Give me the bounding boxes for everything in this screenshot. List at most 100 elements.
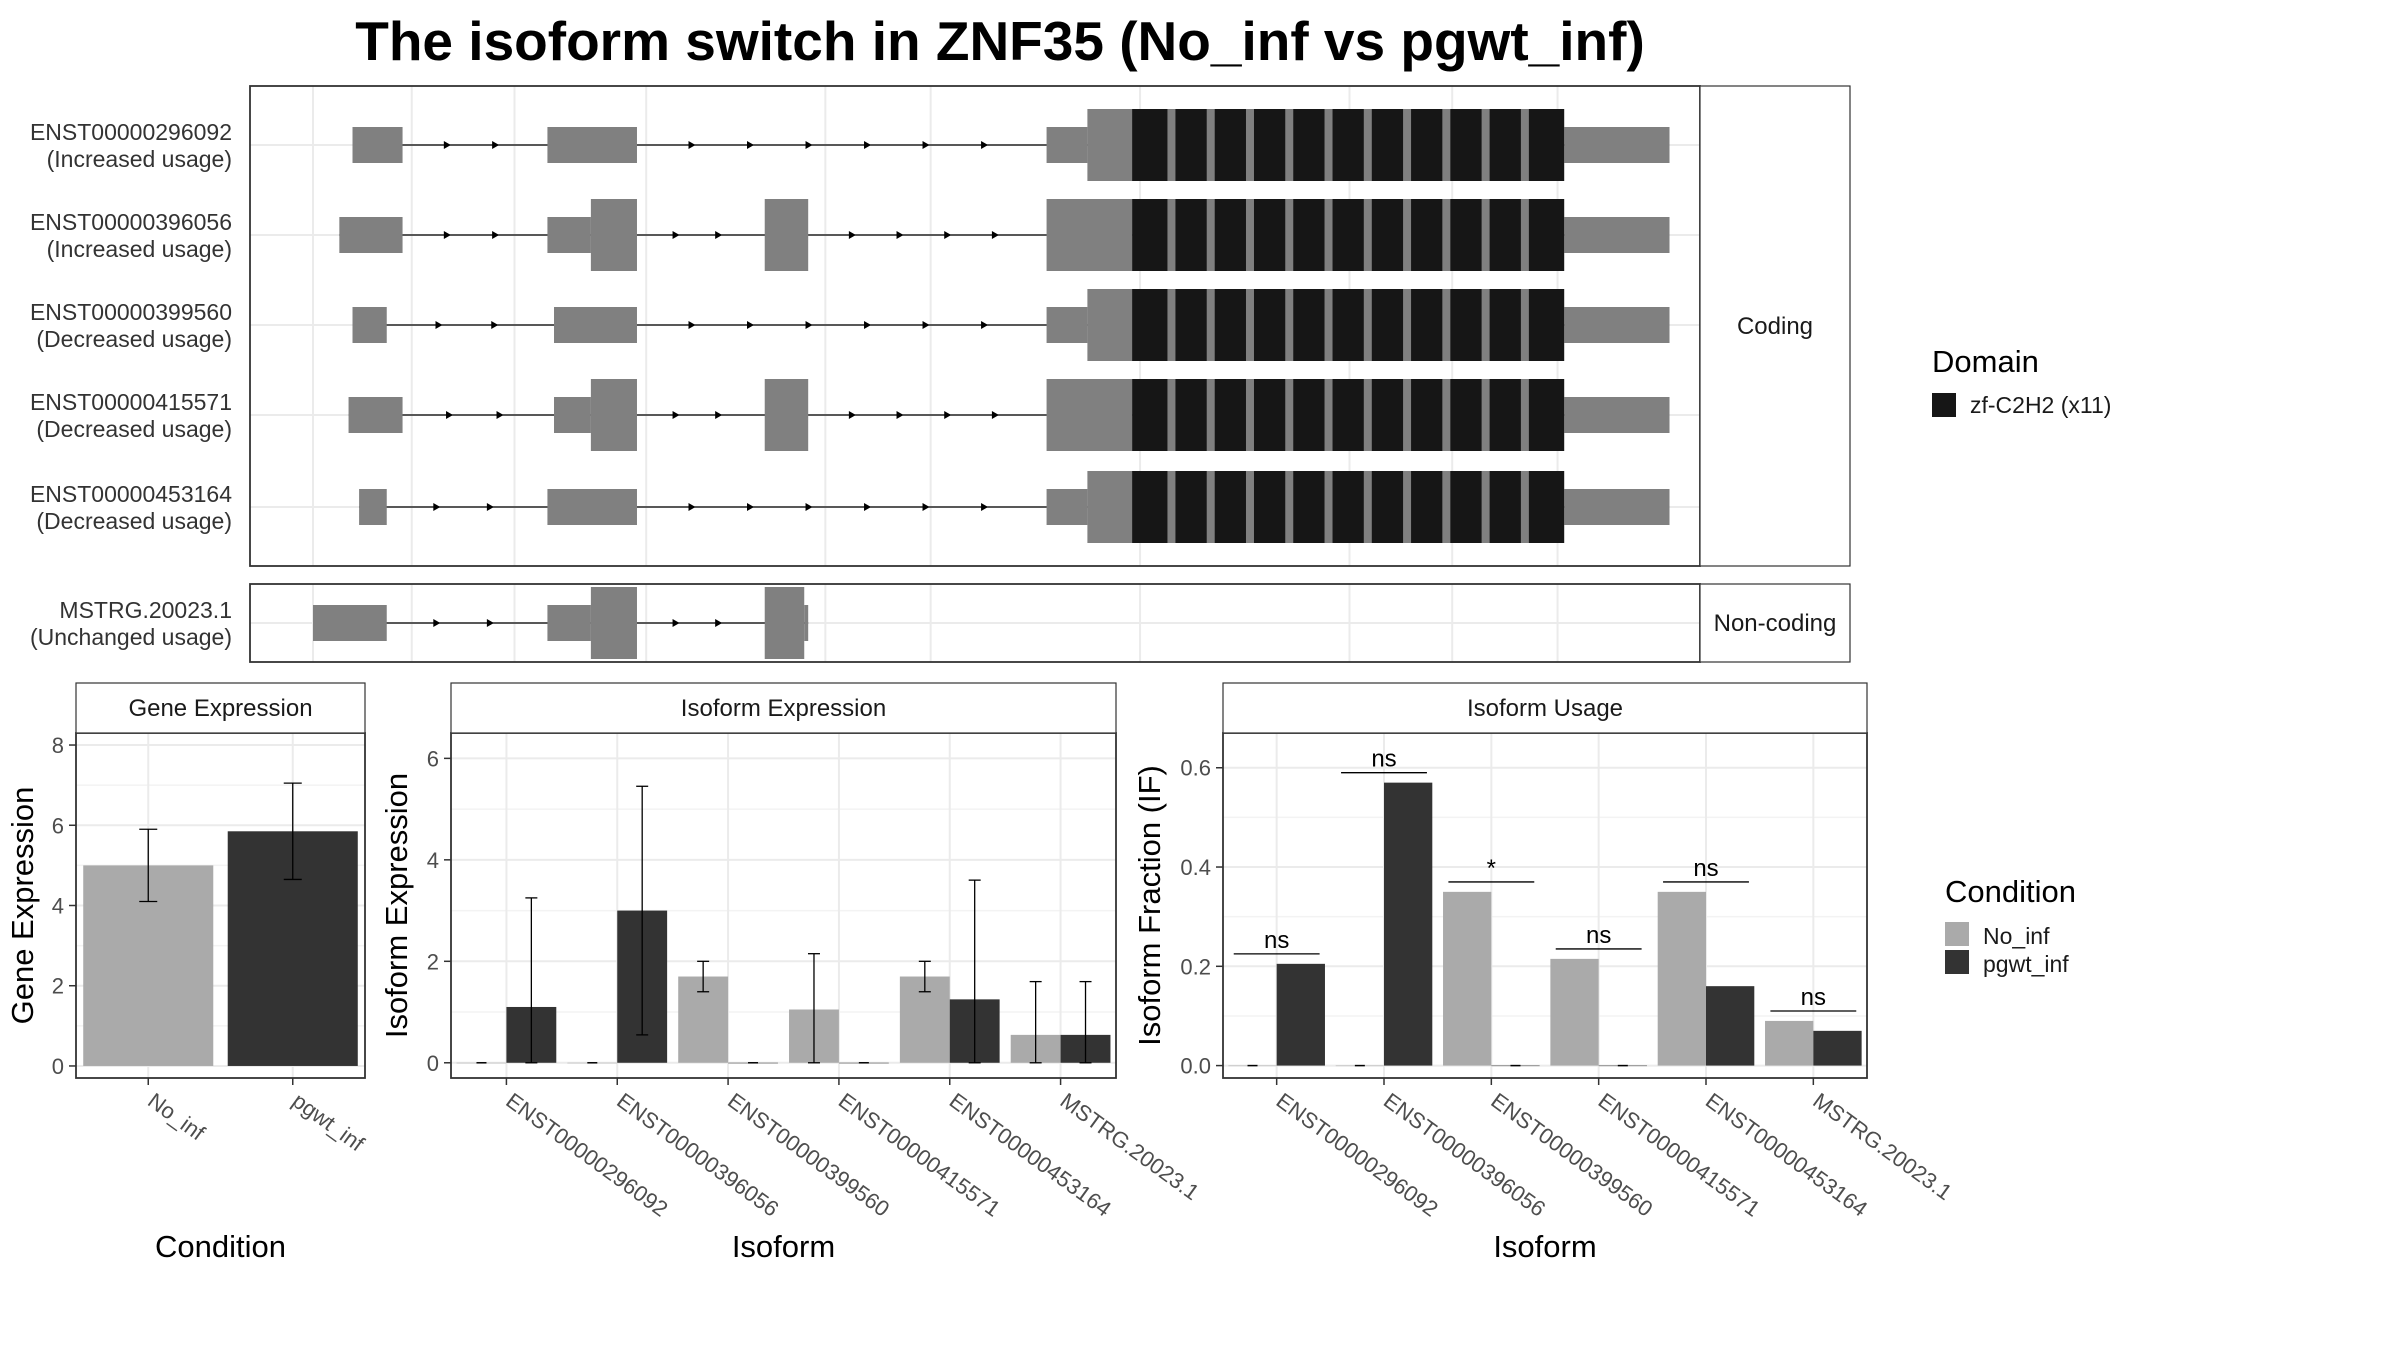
y-tick-label: 0.0 <box>1180 1054 1211 1079</box>
utr-exon <box>339 217 403 253</box>
intron-arrow <box>747 321 755 329</box>
intron-arrow <box>944 231 952 239</box>
domain-separator <box>1285 471 1294 543</box>
strip-label: Isoform Expression <box>681 695 886 722</box>
domain-separator <box>1167 379 1176 451</box>
intron-arrow <box>433 503 441 511</box>
domain-separator <box>1481 199 1490 271</box>
domain-separator <box>1285 109 1294 181</box>
gene-expression-panel: 0 2 4 6 8 No_inf pgwt_inf Gene Expression Condit… <box>5 682 370 1264</box>
transcript-ENST00000415571: ENST00000415571(Decreased usage) <box>30 379 1670 451</box>
legend-key-No_inf <box>1945 922 1969 946</box>
zf-c2h2-domain <box>1132 199 1565 271</box>
domain-separator <box>1167 289 1176 361</box>
utr-exon <box>547 127 637 163</box>
legend-label-domain: zf-C2H2 (x11) <box>1970 392 2111 418</box>
utr-exon <box>1046 127 1088 163</box>
domain-separator <box>1442 109 1451 181</box>
domain-separator <box>1481 379 1490 451</box>
x-tick-label: No_inf <box>143 1088 210 1146</box>
intron-arrow <box>922 141 930 149</box>
strip-box <box>450 682 1117 734</box>
significance-label: ns <box>1801 984 1826 1011</box>
intron-arrow <box>896 231 904 239</box>
domain-separator <box>1403 109 1412 181</box>
intron-arrow <box>981 503 989 511</box>
domain-separator <box>1520 109 1529 181</box>
transcript-id-label: MSTRG.20023.1 <box>59 597 232 623</box>
domain-separator <box>1363 199 1372 271</box>
y-tick-label: 4 <box>52 894 64 919</box>
transcript-ENST00000399560: ENST00000399560(Decreased usage) <box>30 289 1670 361</box>
intron-arrow <box>805 321 813 329</box>
y-tick-label: 0.2 <box>1180 954 1211 979</box>
significance-label: ns <box>1586 922 1611 949</box>
domain-separator <box>1206 289 1215 361</box>
bar-No_inf <box>1765 1020 1814 1066</box>
intron-arrow <box>491 321 499 329</box>
isoform-usage-panel: 0.00.20.40.6nsns*nsnsnsENST00000296092EN… <box>1132 682 1957 1264</box>
domain-legend: Domain zf-C2H2 (x11) <box>1932 344 2111 418</box>
intron-arrow <box>864 503 872 511</box>
strip-label: Gene Expression <box>128 695 312 722</box>
utr-exon <box>554 307 637 343</box>
domain-separator <box>1481 109 1490 181</box>
intron-arrow <box>672 411 680 419</box>
intron-arrow <box>688 503 696 511</box>
intron-arrow <box>981 321 989 329</box>
legend-label-pgwt_inf: pgwt_inf <box>1983 951 2069 977</box>
intron-arrow <box>688 321 696 329</box>
intron-arrow <box>991 411 999 419</box>
structure-panel-coding: ENST00000296092(Increased usage)ENST0000… <box>30 85 1851 567</box>
domain-separator <box>1324 199 1333 271</box>
transcript-usage-label: (Decreased usage) <box>36 508 232 534</box>
y-tick-label: 2 <box>427 949 439 974</box>
transcript-usage-label: (Decreased usage) <box>36 326 232 352</box>
intron-arrow <box>864 321 872 329</box>
utr-exon <box>1564 307 1670 343</box>
intron-arrow <box>864 141 872 149</box>
intron-arrow <box>848 411 856 419</box>
transcript-id-label: ENST00000296092 <box>30 119 232 145</box>
transcript-usage-label: (Increased usage) <box>47 236 232 262</box>
transcript-ENST00000453164: ENST00000453164(Decreased usage) <box>30 471 1670 543</box>
coding-exon <box>1046 379 1133 451</box>
intron-arrow <box>715 619 723 627</box>
significance-label: * <box>1487 855 1496 882</box>
intron-arrow <box>486 619 494 627</box>
utr-exon <box>359 489 387 525</box>
bar-pgwt_inf <box>1384 782 1433 1066</box>
intron-arrow <box>492 231 500 239</box>
coding-exon <box>764 587 805 659</box>
domain-separator <box>1520 289 1529 361</box>
zf-c2h2-domain <box>1132 109 1565 181</box>
utr-exon <box>352 127 403 163</box>
domain-separator <box>1442 289 1451 361</box>
domain-separator <box>1167 471 1176 543</box>
domain-separator <box>1285 199 1294 271</box>
structure-panel-non-coding: MSTRG.20023.1(Unchanged usage) Non-coding <box>30 583 1851 663</box>
coding-exon <box>590 199 637 271</box>
domain-separator <box>1442 379 1451 451</box>
strip-box <box>1222 682 1868 734</box>
domain-separator <box>1167 199 1176 271</box>
y-tick-label: 4 <box>427 848 439 873</box>
strip-label: Coding <box>1737 313 1813 340</box>
utr-exon <box>1046 307 1088 343</box>
domain-separator <box>1520 471 1529 543</box>
intron-arrow <box>688 141 696 149</box>
zf-c2h2-domain <box>1132 471 1565 543</box>
strip-box <box>75 682 366 734</box>
y-tick-label: 6 <box>427 746 439 771</box>
coding-exon <box>590 379 637 451</box>
intron-arrow <box>433 619 441 627</box>
isoform-expression-panel: 0246ENST00000296092ENST00000396056ENST00… <box>379 682 1204 1264</box>
transcript-ENST00000296092: ENST00000296092(Increased usage) <box>30 109 1670 181</box>
strip-box <box>1699 583 1851 663</box>
x-axis-title: Condition <box>155 1229 286 1264</box>
utr-exon <box>804 605 809 641</box>
domain-separator <box>1363 379 1372 451</box>
domain-separator <box>1403 379 1412 451</box>
